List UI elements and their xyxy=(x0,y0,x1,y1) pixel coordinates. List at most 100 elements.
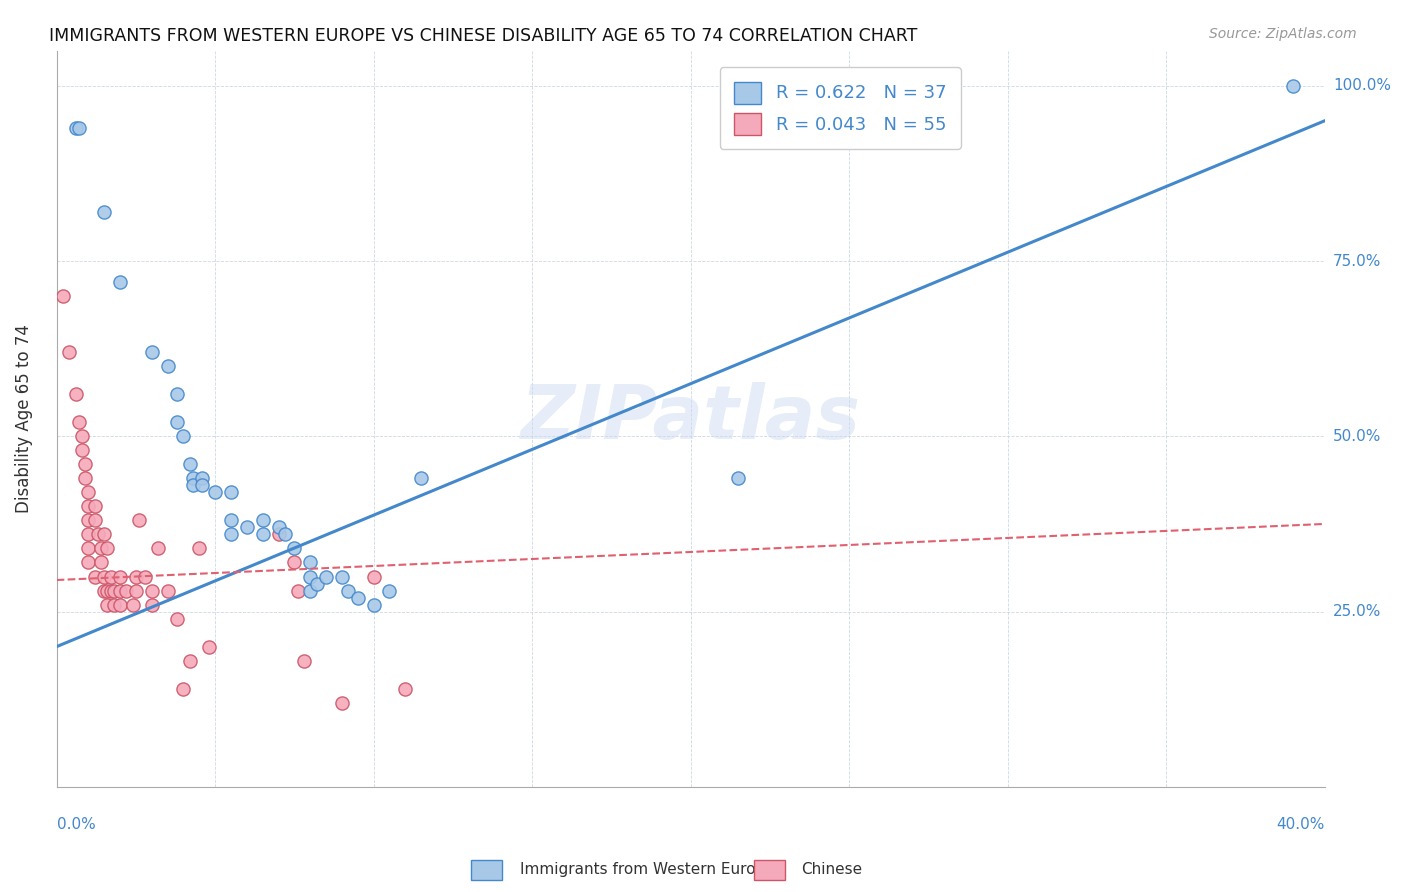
Point xyxy=(179,458,201,472)
Point xyxy=(252,527,274,541)
Y-axis label: Disability Age 65 to 74: Disability Age 65 to 74 xyxy=(15,325,32,513)
Point xyxy=(125,569,148,583)
Point xyxy=(96,583,118,598)
Point xyxy=(378,583,401,598)
Point xyxy=(70,443,93,458)
Point xyxy=(103,598,125,612)
Text: Chinese: Chinese xyxy=(801,863,862,877)
Point xyxy=(283,556,305,570)
Point xyxy=(181,471,204,485)
Point xyxy=(115,583,138,598)
Point xyxy=(204,485,226,500)
Point xyxy=(299,583,322,598)
Point xyxy=(96,598,118,612)
Point xyxy=(299,556,322,570)
Point xyxy=(166,415,188,429)
Point xyxy=(70,429,93,443)
Text: Immigrants from Western Europe: Immigrants from Western Europe xyxy=(520,863,775,877)
Point xyxy=(727,471,749,485)
Point xyxy=(108,598,131,612)
Point xyxy=(77,556,100,570)
Text: 0.0%: 0.0% xyxy=(56,817,96,832)
Point xyxy=(108,569,131,583)
Point xyxy=(121,598,143,612)
Point xyxy=(197,640,219,654)
Point xyxy=(330,696,353,710)
Point xyxy=(128,513,150,527)
Point xyxy=(103,583,125,598)
Point xyxy=(179,654,201,668)
Text: 40.0%: 40.0% xyxy=(1277,817,1324,832)
Point xyxy=(77,527,100,541)
Point xyxy=(315,569,337,583)
Text: IMMIGRANTS FROM WESTERN EUROPE VS CHINESE DISABILITY AGE 65 TO 74 CORRELATION CH: IMMIGRANTS FROM WESTERN EUROPE VS CHINES… xyxy=(49,27,918,45)
Point xyxy=(267,520,290,534)
Point xyxy=(83,500,105,514)
Point xyxy=(93,583,115,598)
Point xyxy=(77,500,100,514)
Point xyxy=(394,681,416,696)
Point xyxy=(141,598,163,612)
Point xyxy=(108,583,131,598)
Point xyxy=(125,583,148,598)
Point xyxy=(236,520,259,534)
Point xyxy=(90,541,112,556)
Point xyxy=(141,583,163,598)
Point xyxy=(219,513,242,527)
Point xyxy=(172,429,194,443)
Point xyxy=(191,471,214,485)
Point xyxy=(65,387,87,401)
Point xyxy=(93,527,115,541)
Point xyxy=(363,569,385,583)
Point xyxy=(67,120,90,135)
Text: Source: ZipAtlas.com: Source: ZipAtlas.com xyxy=(1209,27,1357,41)
Point xyxy=(75,471,97,485)
Point xyxy=(83,569,105,583)
Point xyxy=(83,513,105,527)
Point xyxy=(100,569,122,583)
Text: 50.0%: 50.0% xyxy=(1333,429,1381,444)
Point xyxy=(305,576,328,591)
Text: 100.0%: 100.0% xyxy=(1333,78,1391,94)
Point xyxy=(181,478,204,492)
Point xyxy=(267,527,290,541)
Point xyxy=(188,541,211,556)
Point xyxy=(146,541,169,556)
Text: 25.0%: 25.0% xyxy=(1333,604,1381,619)
Legend: R = 0.622   N = 37, R = 0.043   N = 55: R = 0.622 N = 37, R = 0.043 N = 55 xyxy=(720,67,960,149)
Point xyxy=(75,458,97,472)
Point xyxy=(274,527,297,541)
Point xyxy=(77,541,100,556)
Point xyxy=(90,556,112,570)
Point xyxy=(252,513,274,527)
Point xyxy=(219,485,242,500)
Point xyxy=(77,513,100,527)
Point xyxy=(77,485,100,500)
Point xyxy=(337,583,360,598)
Point xyxy=(52,289,75,303)
Point xyxy=(134,569,156,583)
Point xyxy=(166,387,188,401)
Point xyxy=(93,205,115,219)
Point xyxy=(67,415,90,429)
Point xyxy=(299,569,322,583)
Point xyxy=(87,527,110,541)
Point xyxy=(330,569,353,583)
Point xyxy=(346,591,368,605)
Point xyxy=(58,345,80,359)
Point xyxy=(283,541,305,556)
Point xyxy=(363,598,385,612)
Point xyxy=(96,541,118,556)
Point xyxy=(141,345,163,359)
Point xyxy=(100,583,122,598)
Point xyxy=(172,681,194,696)
Point xyxy=(156,359,179,374)
Text: 75.0%: 75.0% xyxy=(1333,253,1381,268)
Point xyxy=(219,527,242,541)
Point xyxy=(292,654,315,668)
Point xyxy=(411,471,433,485)
Point xyxy=(108,275,131,289)
Point xyxy=(65,120,87,135)
Point xyxy=(93,569,115,583)
Point xyxy=(156,583,179,598)
